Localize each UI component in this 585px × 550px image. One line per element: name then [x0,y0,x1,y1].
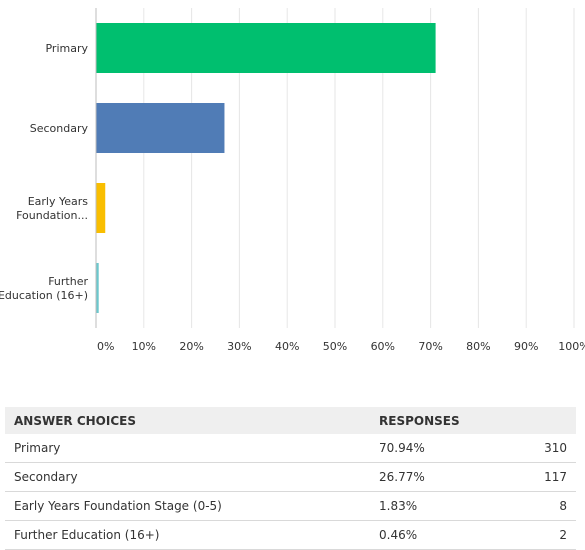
table-row: Secondary 26.77% 117 [5,462,576,492]
row-choice: Early Years Foundation Stage (0-5) [5,491,370,521]
category-label: Further Education (16+) [0,275,88,302]
header-answer-choices: ANSWER CHOICES [5,407,370,434]
x-tick-label: 60% [371,340,395,353]
x-tick-label: 50% [323,340,347,353]
row-percent: 26.77% [370,462,508,492]
header-responses: RESPONSES [370,407,576,434]
x-tick-label: 30% [227,340,251,353]
x-tick-label: 80% [466,340,490,353]
bar [96,263,99,313]
x-tick-label: 40% [275,340,299,353]
responses-table: ANSWER CHOICES RESPONSES Primary 70.94% … [5,407,576,550]
row-choice: Primary [5,434,370,463]
row-count: 8 [508,491,576,521]
x-tick-label: 70% [418,340,442,353]
category-label: Secondary [30,122,89,135]
row-choice: Further Education (16+) [5,520,370,550]
table-row: Early Years Foundation Stage (0-5) 1.83%… [5,491,576,521]
bar [96,183,106,233]
table-row: Further Education (16+) 0.46% 2 [5,520,576,550]
table-row: Primary 70.94% 310 [5,434,576,463]
x-tick-label: 10% [132,340,156,353]
bar [96,103,225,153]
row-count: 117 [508,462,576,492]
row-count: 310 [508,434,576,463]
bar-chart: Primary Secondary Early Years Foundation...… [0,8,585,353]
x-tick-label: 0% [97,340,114,353]
row-percent: 70.94% [370,434,508,463]
row-count: 2 [508,520,576,550]
row-choice: Secondary [5,462,370,492]
bar [96,23,436,73]
x-tick-label: 90% [514,340,538,353]
category-label: Primary [45,42,88,55]
x-tick-label: 100% [558,340,585,353]
table-header-row: ANSWER CHOICES RESPONSES [5,407,576,434]
row-percent: 1.83% [370,491,508,521]
category-label: Early Years Foundation... [16,195,88,222]
x-tick-label: 20% [179,340,203,353]
row-percent: 0.46% [370,520,508,550]
